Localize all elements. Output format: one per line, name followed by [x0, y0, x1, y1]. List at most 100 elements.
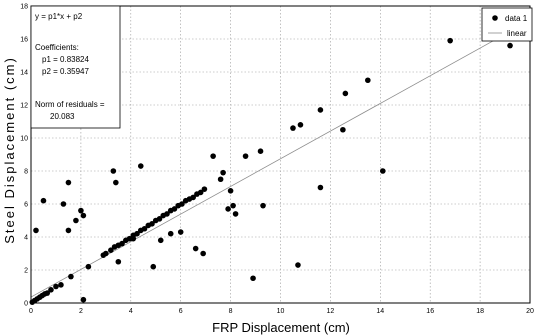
y-tick-label: 12 [20, 103, 28, 110]
y-tick-label: 6 [24, 202, 28, 209]
data-point [157, 237, 164, 244]
data-points [29, 37, 513, 305]
data-point [167, 230, 174, 237]
data-point [141, 225, 148, 232]
data-point [119, 240, 125, 247]
data-point [40, 197, 47, 204]
y-tick-label: 10 [20, 136, 28, 143]
data-point [190, 194, 196, 201]
legend-label-data-1: data 1 [505, 14, 528, 23]
data-point [58, 282, 64, 288]
y-tick-label: 8 [24, 169, 28, 176]
data-point [242, 153, 249, 159]
fit-equation: y = p1*x + p2 [35, 12, 83, 21]
data-point [33, 227, 39, 234]
data-point [108, 247, 114, 253]
y-tick-label: 18 [20, 4, 28, 11]
data-point [48, 287, 54, 293]
data-point [379, 168, 386, 174]
data-point [201, 186, 208, 192]
x-tick-labels: 0 2 4 6 8 10 12 14 16 18 20 [29, 308, 534, 315]
data-point [295, 262, 301, 268]
plot-area [30, 5, 531, 304]
x-tick-label: 20 [526, 308, 534, 315]
annotation-box [30, 5, 121, 129]
data-point [260, 202, 266, 209]
x-tick-label: 12 [327, 308, 335, 315]
data-point [342, 90, 349, 97]
x-tick-label: 16 [426, 308, 434, 315]
data-point [232, 211, 239, 217]
data-point [60, 201, 67, 207]
data-point [65, 227, 72, 234]
legend-marker-data-1 [492, 15, 498, 21]
data-point [179, 201, 185, 207]
norm-of-residuals-label: Norm of residuals = [35, 100, 105, 109]
data-point [317, 184, 324, 191]
data-point [113, 179, 119, 186]
data-point [257, 148, 264, 154]
data-point [200, 250, 206, 257]
norm-of-residuals-value: 20.083 [50, 112, 75, 121]
x-tick-label: 18 [476, 308, 484, 315]
x-tick-label: 2 [79, 308, 83, 315]
data-point [250, 275, 256, 282]
data-point [130, 235, 137, 242]
data-point [53, 283, 59, 290]
data-point [80, 296, 87, 303]
data-point [225, 206, 231, 212]
data-point [230, 202, 236, 209]
data-point [150, 263, 157, 270]
data-point [68, 273, 74, 280]
y-tick-label: 2 [24, 268, 28, 275]
legend-box [481, 7, 533, 42]
data-point [210, 153, 216, 159]
data-point [156, 216, 163, 222]
data-point [44, 290, 51, 296]
y-tick-label: 14 [20, 70, 28, 77]
data-point [65, 179, 72, 186]
data-point [110, 168, 117, 174]
x-tick-label: 8 [229, 308, 233, 315]
legend-label-linear: linear [507, 29, 527, 38]
x-axis-label: FRP Displacement (cm) [212, 320, 350, 335]
data-point [507, 42, 513, 49]
fit-annotation: y = p1*x + p2 Coefficients: p1 = 0.83824… [30, 5, 121, 129]
x-tick-label: 4 [129, 308, 133, 315]
data-point [80, 212, 87, 219]
data-point [164, 211, 170, 217]
data-point [149, 221, 155, 227]
grid [30, 5, 531, 304]
data-point [103, 250, 109, 257]
data-point [134, 230, 140, 237]
data-point [227, 188, 234, 194]
data-point [73, 217, 79, 224]
data-point [192, 245, 199, 252]
data-point [317, 107, 324, 113]
fit-line [30, 20, 531, 298]
coefficient-p1: p1 = 0.83824 [42, 55, 89, 64]
data-point [177, 229, 184, 235]
x-tick-label: 6 [179, 308, 183, 315]
data-point [447, 37, 453, 44]
data-point [115, 258, 122, 265]
y-axis-label: Steel Displacement (cm) [2, 56, 17, 244]
data-point [340, 126, 346, 133]
coefficients-label: Coefficients: [35, 43, 79, 52]
legend: data 1 linear [481, 7, 533, 42]
data-point [297, 122, 304, 128]
data-point [220, 169, 226, 176]
coefficient-p2: p2 = 0.35947 [42, 67, 89, 76]
x-tick-label: 14 [376, 308, 384, 315]
x-tick-label: 10 [277, 308, 285, 315]
data-point [78, 207, 84, 214]
data-point [197, 189, 204, 196]
y-tick-label: 4 [24, 235, 28, 242]
y-tick-label: 16 [20, 37, 28, 44]
x-tick-label: 0 [29, 308, 33, 315]
data-point [290, 125, 296, 131]
data-point [85, 263, 92, 270]
data-point [365, 77, 371, 84]
y-tick-label: 0 [24, 301, 28, 308]
